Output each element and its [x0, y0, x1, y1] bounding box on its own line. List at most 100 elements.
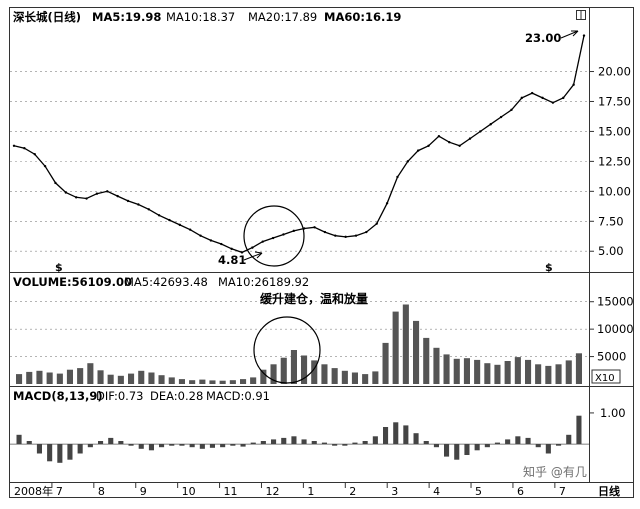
macd-dea: DEA:0.28: [150, 389, 203, 403]
volume-bar: [474, 359, 481, 384]
volume-bar: [525, 359, 532, 384]
volume-bar: [168, 377, 175, 384]
macd-bar: [393, 422, 399, 445]
macd-bar: [505, 439, 511, 445]
volume-bar: [250, 377, 257, 384]
price-point: [562, 96, 565, 100]
volume-bar: [16, 374, 23, 384]
volume-bar: [341, 370, 348, 384]
macd-bar: [535, 444, 541, 448]
macd-bar: [281, 437, 287, 445]
macd-bar: [148, 444, 154, 451]
macd-bar: [566, 434, 572, 445]
volume-bar: [504, 361, 511, 384]
price-title: 深长城(日线): [13, 10, 81, 24]
volume-tick-label: 10000: [597, 322, 634, 336]
macd-tick-label: 1.00: [600, 406, 626, 420]
price-tick-label: 12.50: [598, 154, 631, 168]
macd-bar: [16, 434, 22, 445]
volume-bar: [260, 369, 267, 384]
macd-bar: [413, 433, 419, 445]
volume-bars: [16, 304, 582, 384]
price-point: [572, 83, 575, 86]
x-axis-label: 7: [56, 485, 63, 498]
volume-ma5: MA5:42693.48: [124, 275, 208, 289]
low-arrow-head: [254, 251, 263, 259]
price-point: [344, 235, 347, 239]
macd-bar: [423, 441, 429, 445]
volume-ma10: MA10:26189.92: [218, 275, 309, 289]
macd-bar: [301, 439, 307, 445]
price-ma5: MA5:19.98: [92, 10, 161, 24]
macd-bar: [189, 444, 195, 448]
volume-bar: [443, 354, 450, 384]
volume-bar: [514, 357, 521, 384]
price-point: [458, 144, 461, 148]
macd-bar: [494, 442, 500, 445]
volume-bar: [107, 374, 114, 384]
volume-bar: [138, 370, 145, 384]
volume-bar: [128, 373, 135, 384]
macd-bar: [57, 444, 63, 463]
price-point: [126, 199, 130, 203]
volume-bar: [453, 358, 460, 384]
macd-bar: [26, 441, 32, 445]
macd-dif: DIF:0.73: [96, 389, 143, 403]
chart-frame: [9, 7, 634, 498]
price-point: [427, 144, 430, 148]
price-point: [365, 230, 368, 234]
macd-bar: [464, 444, 470, 455]
volume-bar: [56, 373, 63, 384]
volume-bar: [535, 364, 542, 384]
price-point: [261, 240, 264, 243]
price-point: [271, 236, 275, 240]
price-point: [43, 164, 47, 168]
price-point: [137, 203, 140, 206]
price-point: [95, 192, 99, 195]
price-point: [199, 234, 202, 237]
price-point: [12, 144, 16, 148]
x-axis-label: 4: [433, 485, 440, 498]
volume-bar: [301, 355, 308, 384]
price-point: [541, 96, 544, 100]
macd-bar: [138, 444, 144, 449]
volume-bar: [209, 380, 216, 384]
volume-bar: [545, 365, 552, 384]
x-axis-label: 12: [265, 485, 279, 498]
macd-bar: [454, 444, 460, 460]
volume-bar: [148, 372, 155, 384]
macd-bar: [209, 444, 215, 448]
macd-bar: [372, 436, 378, 445]
price-point: [220, 242, 223, 246]
price-series: [12, 34, 586, 254]
volume-bar: [26, 371, 33, 384]
volume-bar: [362, 374, 369, 384]
volume-bar: [178, 379, 185, 384]
x-axis-label: 2008年: [14, 484, 53, 498]
macd-bar: [77, 444, 83, 454]
price-point: [354, 234, 358, 237]
price-point: [375, 222, 378, 225]
price-point: [437, 135, 441, 138]
marker-dollar-1: $: [55, 261, 63, 274]
price-tick-label: 5.00: [598, 244, 624, 258]
volume-bar: [117, 375, 124, 384]
low-price-label: 4.81: [218, 253, 246, 267]
price-point: [178, 223, 182, 227]
volume-bar: [240, 379, 247, 384]
price-highlight-circle: [243, 205, 305, 267]
macd-bar: [128, 444, 134, 446]
volume-bar: [392, 311, 399, 384]
volume-bar: [565, 360, 572, 384]
volume-title: VOLUME:56109.00: [13, 275, 132, 289]
volume-bar: [229, 380, 236, 384]
macd-bar: [87, 444, 93, 448]
macd-bar: [383, 427, 389, 445]
x-axis-label: 9: [140, 485, 147, 498]
price-point: [168, 218, 171, 222]
volume-bar: [351, 372, 358, 384]
price-point: [106, 190, 109, 193]
price-point: [334, 234, 337, 237]
macd-bar: [260, 441, 266, 445]
price-point: [85, 197, 88, 200]
